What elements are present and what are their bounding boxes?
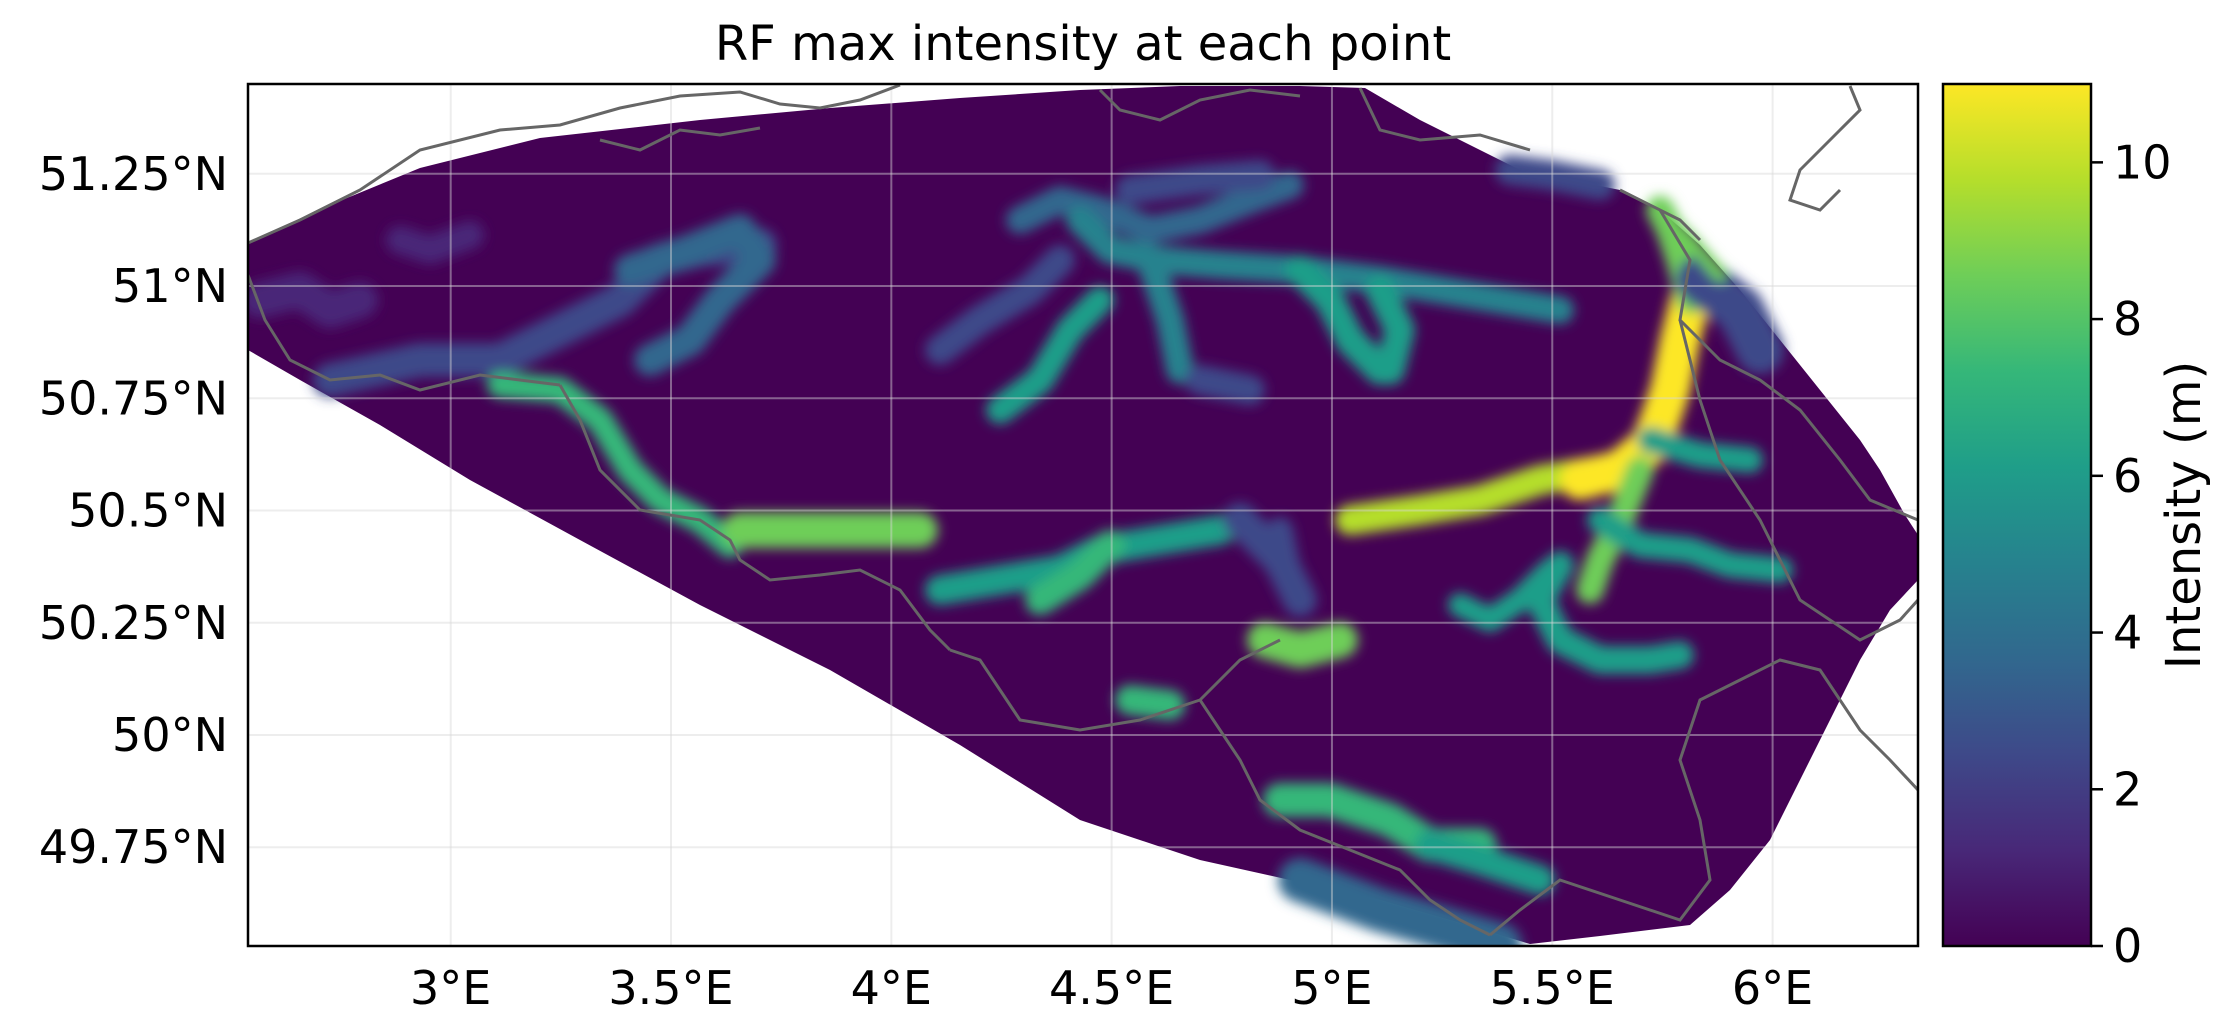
intensity-ribbon bbox=[1676, 256, 1784, 374]
intensity-ribbon bbox=[1415, 830, 1555, 895]
intensity-ribbon bbox=[1115, 160, 1275, 205]
lon-tick-label: 3°E bbox=[410, 961, 491, 1015]
map-axes: 3°E 3.5°E 4°E 4.5°E 5°E 5.5°E 6°E 49.75°N 50°N 5… bbox=[39, 82, 1920, 1015]
lat-tick-label: 50.25°N bbox=[39, 596, 228, 650]
intensity-ribbon bbox=[1653, 203, 1727, 282]
intensity-rivers bbox=[248, 155, 1793, 946]
lat-tick-label: 50.5°N bbox=[68, 484, 228, 538]
intensity-ribbon bbox=[1560, 280, 1710, 500]
lon-tick-label: 6°E bbox=[1732, 961, 1813, 1015]
colorbar-ticks: 0 2 4 6 8 10 bbox=[2091, 135, 2172, 973]
lon-tick-label: 3.5°E bbox=[608, 961, 733, 1015]
intensity-ribbon bbox=[986, 286, 1114, 424]
lat-tick-label: 51°N bbox=[112, 259, 228, 313]
colorbar-tick-label: 8 bbox=[2113, 292, 2142, 346]
lat-tick-labels: 49.75°N 50°N 50.25°N 50.5°N 50.75°N 51°N 51.25… bbox=[39, 147, 228, 874]
intensity-ribbon bbox=[1006, 171, 1304, 244]
colorbar: 0 2 4 6 8 10 Intensity (m) bbox=[1941, 82, 2212, 973]
intensity-ribbon bbox=[1278, 858, 1522, 946]
intensity-ribbon bbox=[1448, 558, 1562, 632]
country-borders bbox=[248, 84, 1918, 937]
lat-tick-label: 50.75°N bbox=[39, 371, 228, 425]
lat-tick-label: 50°N bbox=[112, 708, 228, 762]
colorbar-tick-label: 2 bbox=[2113, 762, 2142, 816]
intensity-ribbon bbox=[248, 272, 378, 328]
intensity-ribbon bbox=[1185, 365, 1265, 405]
intensity-ribbon bbox=[1285, 255, 1395, 385]
lon-tick-label: 4.5°E bbox=[1049, 961, 1174, 1015]
intensity-ribbon bbox=[386, 221, 484, 264]
intensity-ribbon bbox=[614, 214, 776, 376]
colorbar-label: Intensity (m) bbox=[2156, 361, 2212, 669]
intensity-ribbon bbox=[1587, 507, 1793, 583]
lat-tick-label: 49.75°N bbox=[39, 820, 228, 874]
intensity-ribbon bbox=[1025, 530, 1125, 615]
intensity-ribbon bbox=[1637, 427, 1763, 473]
intensity-ribbon bbox=[1526, 551, 1694, 674]
intensity-ribbon bbox=[925, 245, 1075, 365]
intensity-ribbon bbox=[1365, 275, 1415, 385]
lon-tick-label: 5.5°E bbox=[1490, 961, 1615, 1015]
lon-tick-labels: 3°E 3.5°E 4°E 4.5°E 5°E 5.5°E 6°E bbox=[410, 961, 1813, 1015]
map-frame bbox=[246, 82, 1920, 948]
colorbar-gradient bbox=[1941, 82, 2093, 948]
colorbar-tick-label: 0 bbox=[2113, 919, 2142, 973]
colorbar-tick-label: 6 bbox=[2113, 449, 2142, 503]
lon-tick-label: 5°E bbox=[1291, 961, 1372, 1015]
intensity-ribbon bbox=[1267, 517, 1303, 593]
intensity-ribbon bbox=[1115, 685, 1185, 720]
intensity-ribbon bbox=[1136, 246, 1194, 384]
lat-tick-label: 51.25°N bbox=[39, 147, 228, 201]
intensity-ribbon bbox=[1495, 155, 1615, 200]
lon-tick-label: 4°E bbox=[851, 961, 932, 1015]
map-title: RF max intensity at each point bbox=[715, 16, 1451, 72]
colorbar-tick-label: 4 bbox=[2113, 606, 2142, 660]
colorbar-tick-label: 10 bbox=[2113, 135, 2172, 189]
